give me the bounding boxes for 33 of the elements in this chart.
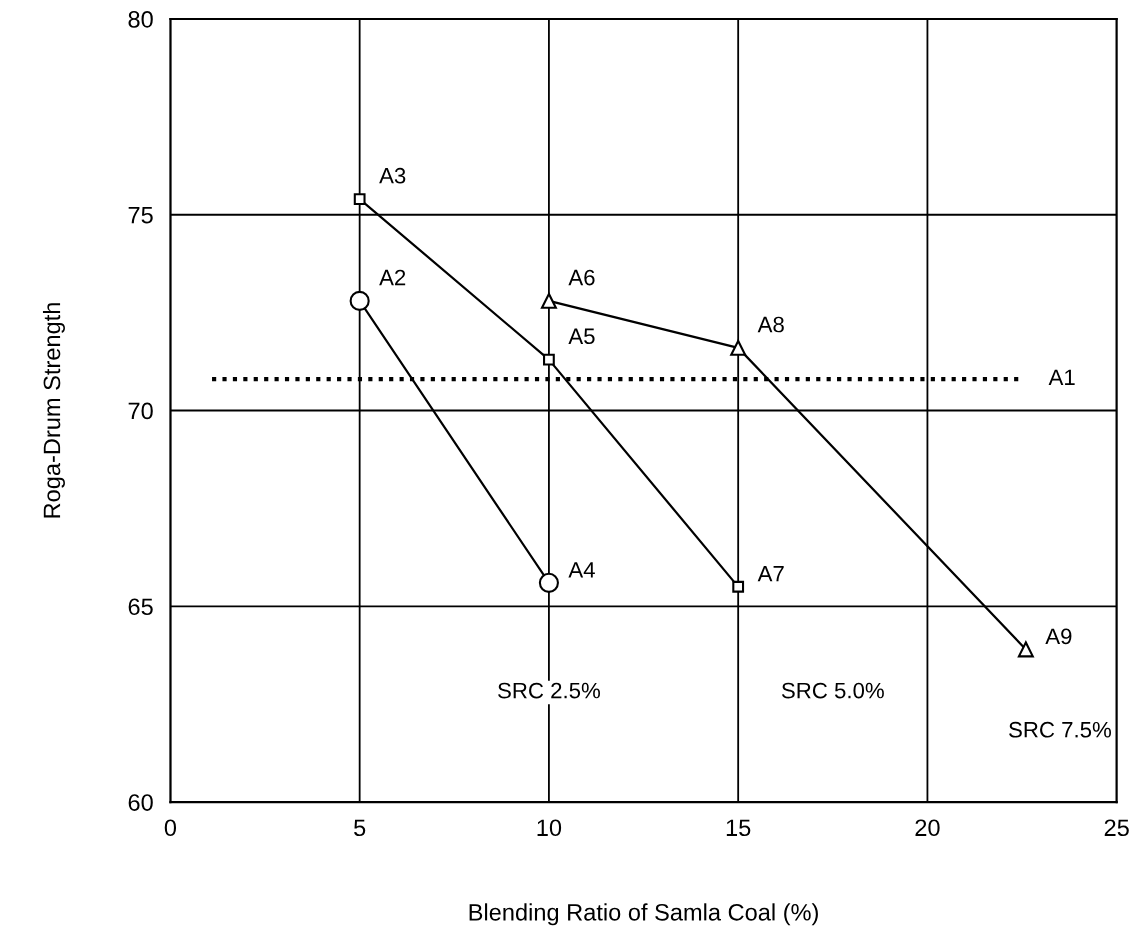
point bbox=[543, 353, 555, 366]
annotation: A7 bbox=[757, 566, 784, 582]
x-tick-label: 20 bbox=[915, 819, 940, 837]
annotation: SRC 7.5% bbox=[1009, 721, 1111, 738]
point bbox=[540, 292, 557, 309]
x-tick-label: 25 bbox=[1104, 819, 1129, 837]
annotation: A4 bbox=[568, 562, 595, 578]
point bbox=[353, 193, 366, 205]
y-tick-label: 60 bbox=[128, 794, 153, 811]
point bbox=[538, 572, 559, 593]
annotation: A2 bbox=[379, 269, 406, 286]
annotation: A5 bbox=[568, 328, 595, 345]
annotation: SRC 2.5% bbox=[498, 682, 600, 699]
x-tick-label: 10 bbox=[537, 819, 562, 837]
point bbox=[730, 339, 747, 356]
point bbox=[732, 580, 745, 593]
series-label: A1 bbox=[1048, 369, 1075, 385]
x-axis-title: Blending Ratio of Samla Coal (%) bbox=[469, 903, 818, 926]
y-tick-label: 80 bbox=[128, 11, 153, 28]
point bbox=[1017, 641, 1034, 658]
annotation: A6 bbox=[568, 269, 595, 286]
y-tick-label: 65 bbox=[128, 598, 153, 616]
y-tick-label: 70 bbox=[128, 402, 153, 420]
y-tick-label: 75 bbox=[128, 207, 153, 224]
annotation: A8 bbox=[757, 316, 784, 333]
x-tick-label: 5 bbox=[354, 819, 366, 837]
x-tick-label: 15 bbox=[726, 819, 751, 837]
annotation: A3 bbox=[379, 167, 406, 184]
y-axis-title: Roga-Drum Strength bbox=[42, 303, 65, 518]
annotation: A9 bbox=[1045, 628, 1072, 645]
point bbox=[349, 290, 370, 311]
annotation: SRC 5.0% bbox=[781, 682, 884, 699]
x-tick-label: 0 bbox=[164, 819, 177, 837]
